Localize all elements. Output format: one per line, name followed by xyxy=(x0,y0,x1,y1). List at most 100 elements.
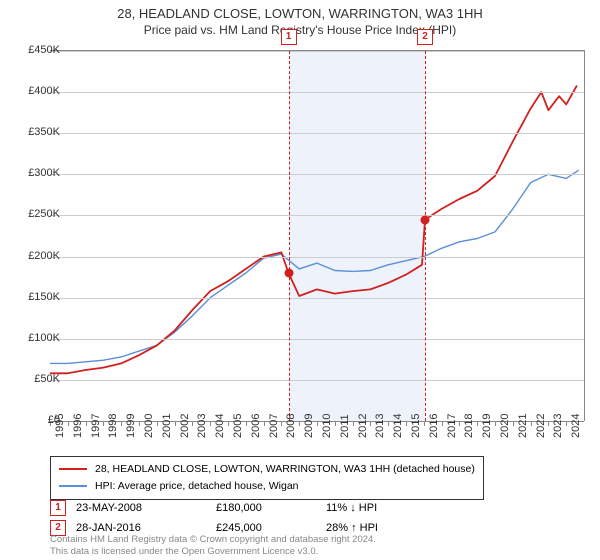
x-axis-tick xyxy=(192,421,193,426)
x-axis-tick xyxy=(157,421,158,426)
chart-plot-area: 12 xyxy=(50,50,585,421)
x-axis-label: 2014 xyxy=(392,414,404,438)
x-axis-label: 2009 xyxy=(303,414,315,438)
legend-row: HPI: Average price, detached house, Wiga… xyxy=(59,478,475,495)
y-axis-label: £350K xyxy=(16,126,60,138)
sale-marker-1: 1 xyxy=(50,500,66,516)
sale-delta-2: 28% ↑ HPI xyxy=(326,522,446,534)
legend-swatch xyxy=(59,468,87,470)
x-axis-tick xyxy=(513,421,514,426)
sale-delta-1: 11% ↓ HPI xyxy=(326,502,446,514)
x-axis-tick xyxy=(86,421,87,426)
sale-marker-dot xyxy=(284,269,293,278)
x-axis-label: 2018 xyxy=(463,414,475,438)
x-axis-label: 1999 xyxy=(125,414,137,438)
x-axis-label: 2000 xyxy=(143,414,155,438)
x-axis-label: 2005 xyxy=(232,414,244,438)
x-axis-tick xyxy=(424,421,425,426)
x-axis-label: 2008 xyxy=(285,414,297,438)
x-axis-label: 2003 xyxy=(196,414,208,438)
x-axis-label: 2019 xyxy=(481,414,493,438)
y-axis-label: £400K xyxy=(16,85,60,97)
sale-marker-line xyxy=(289,51,290,421)
x-axis-tick xyxy=(548,421,549,426)
y-axis-label: £100K xyxy=(16,332,60,344)
x-axis-label: 2011 xyxy=(339,414,351,438)
y-axis-label: £150K xyxy=(16,291,60,303)
legend-label: 28, HEADLAND CLOSE, LOWTON, WARRINGTON, … xyxy=(95,461,475,478)
y-axis-label: £50K xyxy=(16,373,60,385)
x-axis-tick xyxy=(370,421,371,426)
x-axis-tick xyxy=(442,421,443,426)
x-axis-tick xyxy=(210,421,211,426)
y-axis-label: £450K xyxy=(16,44,60,56)
sale-marker-dot xyxy=(421,215,430,224)
chart-subtitle: Price paid vs. HM Land Registry's House … xyxy=(0,23,600,37)
x-axis-tick xyxy=(228,421,229,426)
x-axis-tick xyxy=(531,421,532,426)
x-axis-tick xyxy=(459,421,460,426)
gridline xyxy=(50,92,584,93)
x-axis-tick xyxy=(281,421,282,426)
x-axis-label: 2017 xyxy=(446,414,458,438)
legend-swatch xyxy=(59,485,87,487)
x-axis-label: 2010 xyxy=(321,414,333,438)
gridline xyxy=(50,51,584,52)
x-axis-label: 2016 xyxy=(428,414,440,438)
x-axis-tick xyxy=(495,421,496,426)
x-axis-tick xyxy=(388,421,389,426)
x-axis-tick xyxy=(246,421,247,426)
gridline xyxy=(50,339,584,340)
x-axis-label: 2012 xyxy=(357,414,369,438)
x-axis-label: 2013 xyxy=(374,414,386,438)
x-axis-tick xyxy=(139,421,140,426)
x-axis-label: 1997 xyxy=(90,414,102,438)
x-axis-tick xyxy=(566,421,567,426)
sale-price-1: £180,000 xyxy=(216,502,316,514)
x-axis-label: 2022 xyxy=(535,414,547,438)
footnote: Contains HM Land Registry data © Crown c… xyxy=(50,534,376,558)
sale-date-2: 28-JAN-2016 xyxy=(76,522,206,534)
chart-title: 28, HEADLAND CLOSE, LOWTON, WARRINGTON, … xyxy=(0,6,600,21)
y-axis-label: £300K xyxy=(16,167,60,179)
gridline xyxy=(50,380,584,381)
sale-price-2: £245,000 xyxy=(216,522,316,534)
x-axis-tick xyxy=(175,421,176,426)
y-axis-label: £250K xyxy=(16,208,60,220)
x-axis-label: 1998 xyxy=(107,414,119,438)
x-axis-label: 2021 xyxy=(517,414,529,438)
x-axis-label: 2007 xyxy=(268,414,280,438)
x-axis-tick xyxy=(335,421,336,426)
x-axis-tick xyxy=(68,421,69,426)
y-axis-label: £200K xyxy=(16,250,60,262)
sale-row-1: 1 23-MAY-2008 £180,000 11% ↓ HPI xyxy=(50,500,550,516)
gridline xyxy=(50,298,584,299)
gridline xyxy=(50,215,584,216)
legend-row: 28, HEADLAND CLOSE, LOWTON, WARRINGTON, … xyxy=(59,461,475,478)
series-line xyxy=(50,86,577,374)
gridline xyxy=(50,174,584,175)
x-axis-label: 2024 xyxy=(570,414,582,438)
x-axis-label: 2001 xyxy=(161,414,173,438)
sale-date-1: 23-MAY-2008 xyxy=(76,502,206,514)
x-axis-label: 2002 xyxy=(179,414,191,438)
x-axis-label: 1995 xyxy=(54,414,66,438)
x-axis-tick xyxy=(299,421,300,426)
gridline xyxy=(50,257,584,258)
footnote-line-1: Contains HM Land Registry data © Crown c… xyxy=(50,534,376,545)
chart-legend: 28, HEADLAND CLOSE, LOWTON, WARRINGTON, … xyxy=(50,456,484,500)
sale-marker-box: 2 xyxy=(417,29,433,45)
x-axis-tick xyxy=(406,421,407,426)
series-line xyxy=(50,170,579,363)
x-axis-label: 1996 xyxy=(72,414,84,438)
x-axis-tick xyxy=(353,421,354,426)
legend-label: HPI: Average price, detached house, Wiga… xyxy=(95,478,299,495)
sale-marker-line xyxy=(425,51,426,421)
x-axis-tick xyxy=(477,421,478,426)
x-axis-tick xyxy=(103,421,104,426)
x-axis-tick xyxy=(121,421,122,426)
x-axis-label: 2006 xyxy=(250,414,262,438)
x-axis-tick xyxy=(317,421,318,426)
x-axis-tick xyxy=(264,421,265,426)
x-axis-label: 2004 xyxy=(214,414,226,438)
